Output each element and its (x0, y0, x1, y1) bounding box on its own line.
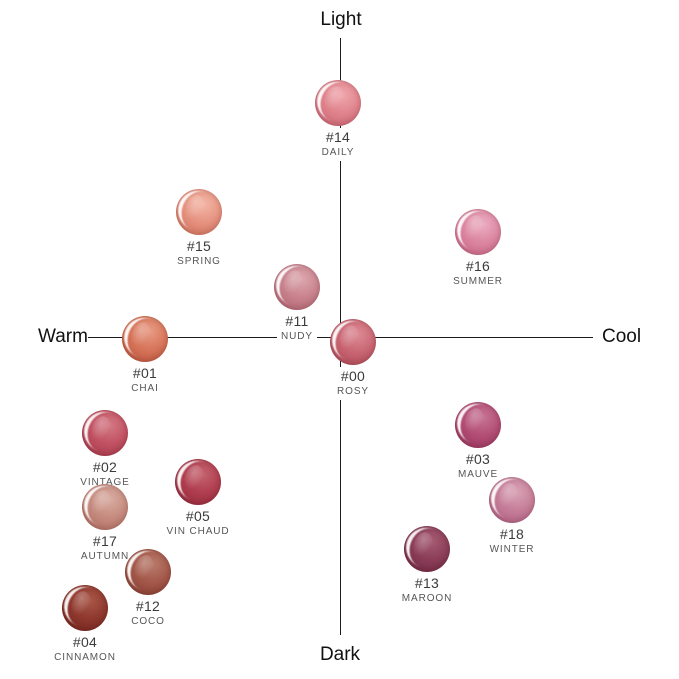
shade-code: #15 (186, 238, 212, 254)
shade-code: #05 (185, 508, 211, 524)
shade-code: #12 (135, 598, 161, 614)
lipstick-swatch (82, 410, 128, 456)
shade-code: #11 (285, 313, 309, 329)
shade-label: #05 VIN CHAUD (162, 507, 234, 540)
shade-code: #18 (499, 526, 525, 542)
shade-name: MAUVE (457, 469, 499, 480)
shade-label: #04 CINNAMON (50, 633, 120, 666)
shade-label: #11 NUDY (277, 312, 317, 345)
shade-name: ROSY (337, 386, 369, 397)
axis-label-warm: Warm (38, 326, 88, 347)
shade-name: COCO (131, 616, 165, 627)
lipstick-swatch (330, 319, 376, 365)
lipstick-swatch (62, 585, 108, 631)
lipstick-swatch (122, 316, 168, 362)
shade-name: SPRING (177, 256, 221, 267)
lipstick-swatch (455, 402, 501, 448)
shade-code: #14 (325, 129, 351, 145)
shade-code: #16 (465, 258, 491, 274)
shade-name: CINNAMON (54, 652, 116, 663)
shade-label: #03 MAUVE (453, 450, 503, 483)
shade-label: #18 WINTER (485, 525, 539, 558)
lipstick-swatch (274, 264, 320, 310)
shade-label: #17 AUTUMN (76, 532, 134, 565)
shade-name: NUDY (281, 331, 313, 342)
shade-name: AUTUMN (80, 551, 130, 562)
shade-name: CHAI (131, 383, 159, 394)
lipstick-swatch (455, 209, 501, 255)
shade-code: #13 (414, 575, 440, 591)
shade-name: DAILY (321, 147, 355, 158)
shade-code: #01 (132, 365, 158, 381)
shade-name: MAROON (401, 593, 453, 604)
shade-label: #00 ROSY (333, 367, 373, 400)
lipstick-swatch (489, 477, 535, 523)
shade-code: #04 (72, 634, 98, 650)
axis-label-cool: Cool (602, 326, 642, 347)
lipstick-swatch (125, 549, 171, 595)
shade-code: #00 (340, 368, 366, 384)
lipstick-swatch (175, 459, 221, 505)
lipstick-swatch (176, 189, 222, 235)
shade-code: #17 (92, 533, 118, 549)
shade-code: #02 (92, 459, 118, 475)
axis-label-light: Light (320, 9, 362, 30)
lipstick-swatch (315, 80, 361, 126)
shade-label: #16 SUMMER (449, 257, 507, 290)
shade-code: #03 (465, 451, 491, 467)
shade-name: VINTAGE (80, 477, 130, 488)
shade-label: #12 COCO (127, 597, 169, 630)
shade-name: SUMMER (453, 276, 503, 287)
lipstick-swatch (404, 526, 450, 572)
axis-label-dark: Dark (319, 644, 361, 665)
shade-label: #15 SPRING (173, 237, 225, 270)
shade-label: #14 DAILY (317, 128, 359, 161)
shade-name: WINTER (489, 544, 535, 555)
shade-label: #01 CHAI (127, 364, 163, 397)
shade-label: #13 MAROON (397, 574, 457, 607)
shade-name: VIN CHAUD (166, 526, 230, 537)
lipstick-swatch (82, 484, 128, 530)
